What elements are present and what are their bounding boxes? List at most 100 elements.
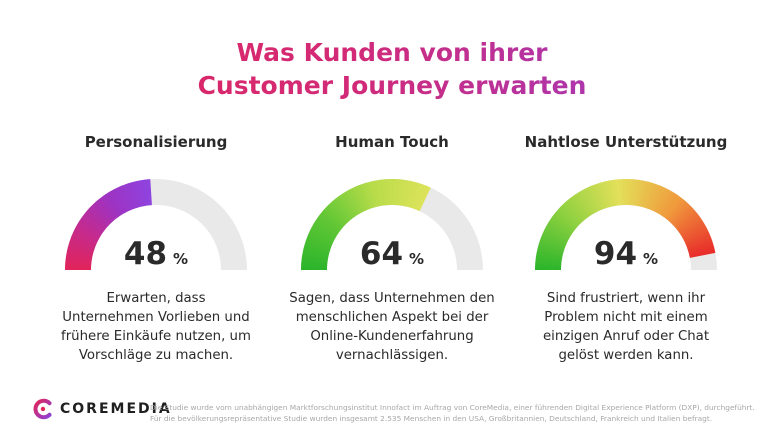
- gauge-svg: [301, 178, 483, 271]
- gauge-value-segment: [663, 195, 682, 219]
- gauge-value-segment: [552, 213, 575, 232]
- title-line-1: Was Kunden von ihrer: [236, 38, 548, 67]
- gauge-value-segment: [585, 186, 600, 212]
- gauge-value-segment: [330, 200, 351, 222]
- gauge-value-unit: %: [643, 250, 659, 268]
- gauge-value-segment: [369, 181, 379, 208]
- gauge-value-unit: %: [173, 250, 189, 268]
- gauge-value-segment: [372, 180, 381, 207]
- gauge-description-line: vernachlässigen.: [335, 348, 449, 363]
- gauge-value-segment: [606, 180, 615, 207]
- gauge-value-unit: %: [409, 250, 425, 268]
- gauge-value-segment: [366, 181, 377, 208]
- gauge-value-segment: [545, 224, 570, 240]
- gauge-value-segment: [572, 194, 590, 218]
- gauge-value-segment: [348, 188, 364, 213]
- gauge-value-segment: [645, 183, 657, 209]
- gauge-value-segment: [338, 194, 356, 218]
- gauge-description-line: Vorschläge zu machen.: [78, 348, 234, 363]
- gauge-value-segment: [574, 192, 592, 217]
- gauge-value-segment: [643, 182, 654, 209]
- gauge-svg: [65, 179, 247, 271]
- gauge-value-segment: [659, 192, 677, 216]
- gauge-value-segment: [328, 202, 349, 224]
- gauge-value-segment: [406, 181, 417, 208]
- gauge-value-segment: [661, 194, 680, 218]
- gauge-description-line: gelöst werden kann.: [558, 348, 694, 363]
- gauge-heading: Human Touch: [335, 133, 449, 151]
- footnote-line: Die Studie wurde vom unabhängigen Marktf…: [150, 403, 755, 412]
- gauge-value-segment: [647, 184, 660, 210]
- gauge-description-line: Erwarten, dass: [106, 291, 206, 306]
- gauge-value-segment: [318, 214, 341, 233]
- gauge-value-segment: [678, 215, 702, 234]
- gauge-value-segment: [567, 198, 587, 221]
- gauge-description-line: Sind frustriert, wenn ihr: [546, 291, 706, 306]
- gauge-value-segment: [600, 181, 611, 208]
- gauge-value-segment: [125, 183, 137, 209]
- gauge-description-line: Sagen, dass Unternehmen den: [289, 291, 495, 306]
- gauge-value-segment: [100, 195, 119, 219]
- gauge-value-segment: [597, 182, 608, 209]
- gauge-value-number: 64: [359, 236, 404, 272]
- gauge-heading: Personalisierung: [84, 133, 228, 151]
- page-title: Was Kunden von ihrer Customer Journey er…: [0, 36, 784, 102]
- gauge-value-segment: [682, 226, 708, 242]
- gauge-value-segment: [343, 191, 360, 216]
- gauge-value-segment: [665, 197, 685, 220]
- gauge-value-segment: [131, 181, 141, 208]
- gauge-value-segment: [413, 184, 426, 210]
- gauge-panel-personalisierung: Personalisierung 48% Erwarten, dass Unte…: [36, 130, 276, 363]
- gauge-value-segment: [88, 206, 110, 227]
- gauge-description: Sind frustriert, wenn ihr Problem nicht …: [506, 289, 746, 365]
- gauge-value-segment: [554, 211, 577, 231]
- gauge-value-segment: [577, 191, 594, 216]
- gauge-value-segment: [402, 180, 411, 207]
- gauge-svg: [535, 178, 717, 271]
- gauge-value-segment: [90, 204, 112, 225]
- gauge-value-segment: [134, 180, 144, 207]
- gauge-chart: [506, 170, 746, 280]
- gauge-value-segment: [564, 200, 585, 222]
- gauge-value-segment: [594, 183, 606, 210]
- gauge-description-line: einzigen Anruf oder Chat: [542, 329, 710, 344]
- gauge-value-segment: [556, 209, 578, 229]
- title-line-2: Customer Journey erwarten: [197, 71, 587, 100]
- gauge-value-segment: [415, 185, 429, 211]
- gauge-value-segment: [313, 221, 337, 238]
- gauge-description-line: frühere Einkäufe nutzen, um: [61, 329, 251, 344]
- gauge-value-segment: [670, 203, 692, 225]
- gauge-description-line: Problem nicht mit einem: [544, 310, 708, 325]
- gauge-value-segment: [649, 185, 663, 211]
- gauge-value: 48%: [36, 236, 276, 272]
- gauge-value-segment: [77, 221, 102, 238]
- gauge-value-segment: [108, 190, 125, 215]
- gauge-value-segment: [102, 194, 121, 218]
- coremedia-logo-icon: [33, 398, 52, 420]
- gauge-value-segment: [651, 186, 666, 212]
- gauge-value-segment: [689, 249, 716, 258]
- gauge-value-segment: [657, 190, 674, 215]
- gauge-value-segment: [668, 201, 689, 223]
- gauge-value-segment: [582, 188, 598, 213]
- gauge-value-segment: [548, 219, 573, 236]
- gauge-value-segment: [335, 196, 354, 220]
- gauge-value-segment: [78, 218, 103, 236]
- gauge-description-line: Online-Kundenerfahrung: [310, 329, 474, 344]
- gauge-value-segment: [324, 206, 346, 227]
- gauge-value-segment: [417, 186, 431, 212]
- gauge-value-segment: [122, 184, 135, 210]
- gauge-value-segment: [641, 181, 651, 208]
- gauge-value-segment: [558, 206, 580, 227]
- gauge-value-segment: [667, 199, 687, 222]
- gauge-value-segment: [116, 186, 131, 212]
- gauge-value-number: 94: [593, 236, 638, 272]
- gauge-value-segment: [84, 211, 107, 230]
- gauge-value-segment: [110, 189, 127, 214]
- gauge-value-segment: [360, 183, 372, 210]
- gauge-value: 64%: [272, 236, 512, 272]
- gauge-value-segment: [638, 180, 648, 207]
- gauge-value-segment: [82, 213, 106, 232]
- gauge-value-segment: [316, 216, 340, 234]
- gauge-value-segment: [86, 208, 109, 229]
